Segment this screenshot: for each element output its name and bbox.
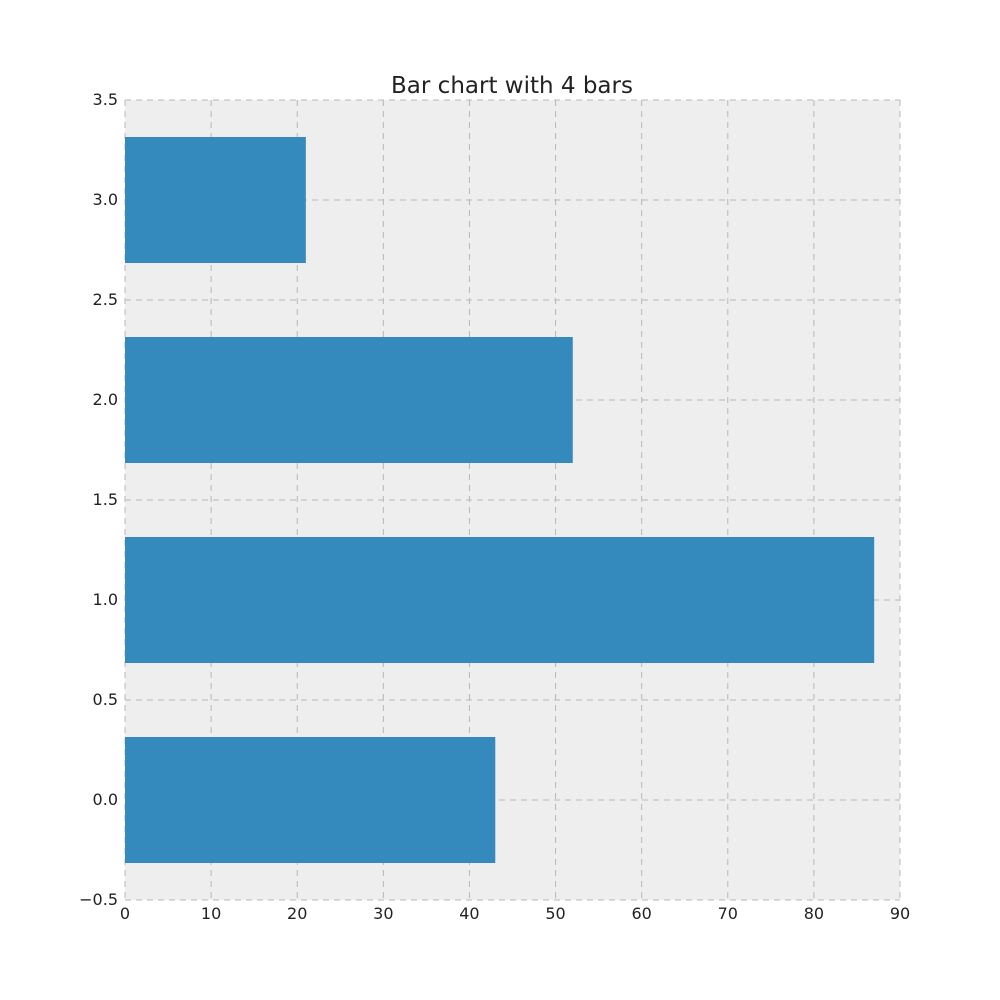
x-tick-label: 50	[545, 904, 565, 923]
y-tick-label: 1.5	[93, 490, 118, 509]
y-tick-label: 3.0	[93, 190, 118, 209]
y-tick-label: 0.0	[93, 790, 118, 809]
x-tick-label: 30	[373, 904, 393, 923]
chart-title: Bar chart with 4 bars	[391, 73, 633, 99]
bar	[125, 137, 306, 263]
x-tick-label: 0	[120, 904, 130, 923]
bar	[125, 337, 573, 463]
x-tick-label: 20	[287, 904, 307, 923]
x-tick-label: 40	[459, 904, 479, 923]
y-tick-label: 2.5	[93, 290, 118, 309]
y-tick-label: 1.0	[93, 590, 118, 609]
x-tick-label: 90	[890, 904, 910, 923]
y-axis-ticks: −0.5 0.0 0.5 1.0 1.5 2.0 2.5 3.0 3.5	[79, 90, 118, 909]
y-tick-label: −0.5	[79, 890, 118, 909]
bars	[125, 137, 875, 863]
y-tick-label: 3.5	[93, 90, 118, 109]
x-tick-label: 10	[201, 904, 221, 923]
y-tick-label: 0.5	[93, 690, 118, 709]
y-tick-label: 2.0	[93, 390, 118, 409]
x-tick-label: 80	[804, 904, 824, 923]
x-axis-ticks: 0 10 20 30 40 50 60 70 80 90	[120, 904, 910, 923]
x-tick-label: 70	[718, 904, 738, 923]
bar	[125, 537, 875, 663]
bar	[125, 737, 496, 863]
x-tick-label: 60	[631, 904, 651, 923]
